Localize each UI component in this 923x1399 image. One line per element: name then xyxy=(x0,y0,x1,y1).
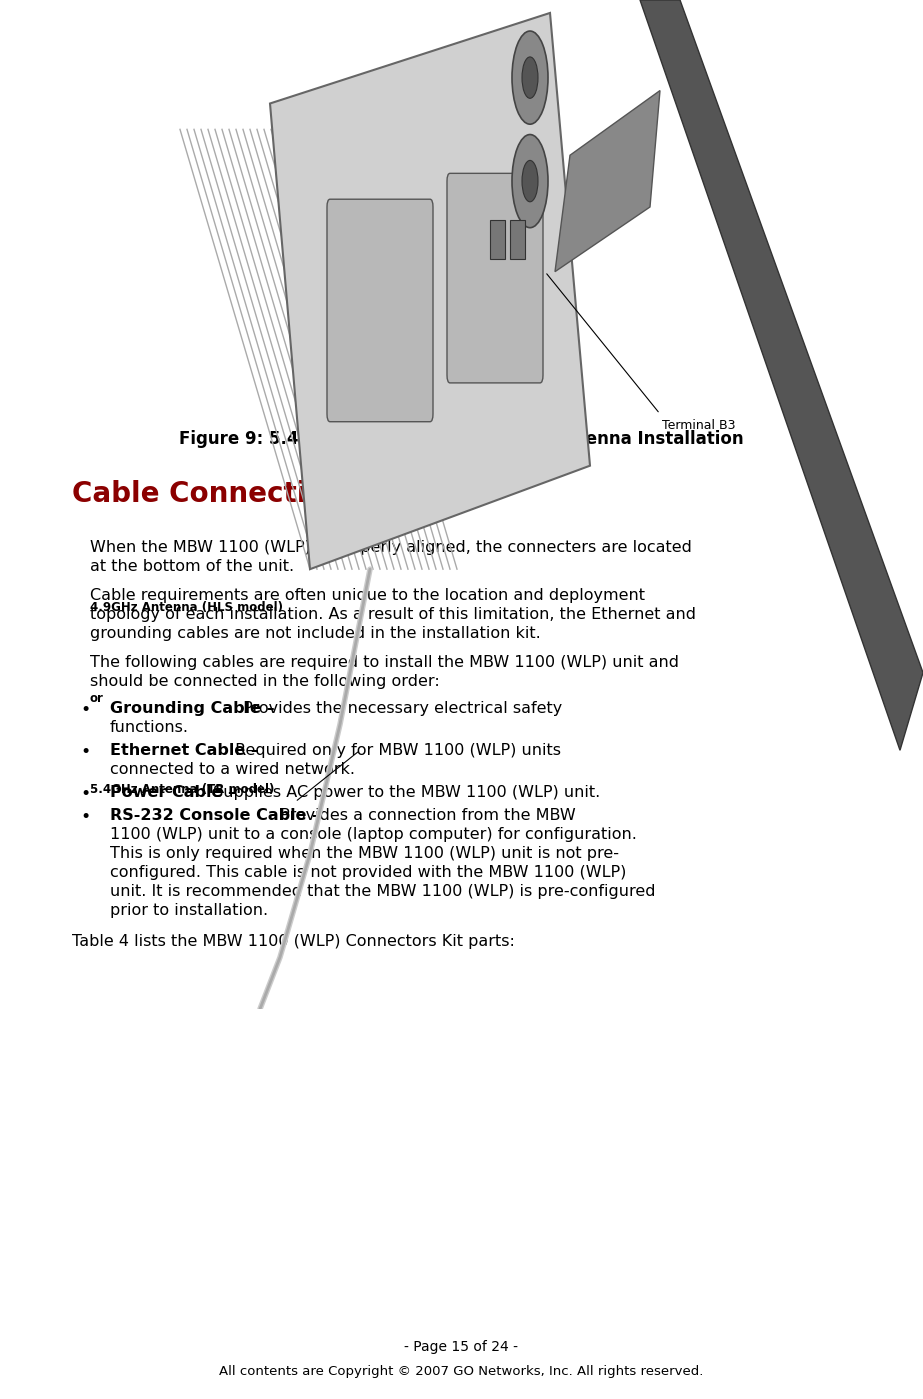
Text: - Page 15 of 24 -: - Page 15 of 24 - xyxy=(404,1340,518,1354)
Bar xyxy=(490,220,505,259)
Text: When the MBW 1100 (WLP) is properly aligned, the connecters are located: When the MBW 1100 (WLP) is properly alig… xyxy=(90,540,692,555)
Text: should be connected in the following order:: should be connected in the following ord… xyxy=(90,674,439,688)
Text: Table 4 lists the MBW 1100 (WLP) Connectors Kit parts:: Table 4 lists the MBW 1100 (WLP) Connect… xyxy=(72,935,515,949)
Text: 5.4GHz Antenna (TR model): 5.4GHz Antenna (TR model) xyxy=(90,782,274,796)
Text: or: or xyxy=(90,693,104,705)
FancyBboxPatch shape xyxy=(447,173,543,383)
Circle shape xyxy=(522,57,538,98)
Text: Grounding Cable –: Grounding Cable – xyxy=(110,701,275,716)
Text: Terminal B3: Terminal B3 xyxy=(662,420,736,432)
Text: RS-232 Console Cable –: RS-232 Console Cable – xyxy=(110,809,320,823)
Circle shape xyxy=(512,134,548,228)
Text: Cable requirements are often unique to the location and deployment: Cable requirements are often unique to t… xyxy=(90,588,645,603)
Text: Power Cable –: Power Cable – xyxy=(110,785,236,800)
Text: unit. It is recommended that the MBW 1100 (WLP) is pre-configured: unit. It is recommended that the MBW 110… xyxy=(110,884,655,900)
Circle shape xyxy=(512,31,548,125)
Text: topology of each installation. As a result of this limitation, the Ethernet and: topology of each installation. As a resu… xyxy=(90,607,696,623)
Text: configured. This cable is not provided with the MBW 1100 (WLP): configured. This cable is not provided w… xyxy=(110,865,627,880)
FancyBboxPatch shape xyxy=(327,199,433,421)
Bar xyxy=(510,220,525,259)
Text: Figure 9: 5.4 GHz or 4.9GHz Third Band Antenna Installation: Figure 9: 5.4 GHz or 4.9GHz Third Band A… xyxy=(179,429,743,448)
Text: at the bottom of the unit.: at the bottom of the unit. xyxy=(90,560,294,574)
Text: connected to a wired network.: connected to a wired network. xyxy=(110,762,355,776)
Text: Provides the necessary electrical safety: Provides the necessary electrical safety xyxy=(237,701,562,716)
Text: This is only required when the MBW 1100 (WLP) unit is not pre-: This is only required when the MBW 1100 … xyxy=(110,846,619,860)
Text: Ethernet Cable –: Ethernet Cable – xyxy=(110,743,258,758)
Text: 1100 (WLP) unit to a console (laptop computer) for configuration.: 1100 (WLP) unit to a console (laptop com… xyxy=(110,827,637,842)
Text: Required only for MBW 1100 (WLP) units: Required only for MBW 1100 (WLP) units xyxy=(230,743,561,758)
Text: •: • xyxy=(80,743,90,761)
Polygon shape xyxy=(270,13,590,569)
Text: prior to installation.: prior to installation. xyxy=(110,902,268,918)
Text: Provides a connection from the MBW: Provides a connection from the MBW xyxy=(275,809,576,823)
Text: 4.9GHz Antenna (HLS model): 4.9GHz Antenna (HLS model) xyxy=(90,602,283,614)
Polygon shape xyxy=(640,0,923,750)
Text: All contents are Copyright © 2007 GO Networks, Inc. All rights reserved.: All contents are Copyright © 2007 GO Net… xyxy=(219,1365,703,1378)
Text: grounding cables are not included in the installation kit.: grounding cables are not included in the… xyxy=(90,625,541,641)
Text: •: • xyxy=(80,809,90,825)
Polygon shape xyxy=(555,91,660,271)
Text: •: • xyxy=(80,701,90,719)
Text: The following cables are required to install the MBW 1100 (WLP) unit and: The following cables are required to ins… xyxy=(90,655,679,670)
Text: •: • xyxy=(80,785,90,803)
Text: functions.: functions. xyxy=(110,720,189,734)
Circle shape xyxy=(522,161,538,201)
Text: Cable Connections: Cable Connections xyxy=(72,480,362,508)
Text: Supplies AC power to the MBW 1100 (WLP) unit.: Supplies AC power to the MBW 1100 (WLP) … xyxy=(208,785,600,800)
